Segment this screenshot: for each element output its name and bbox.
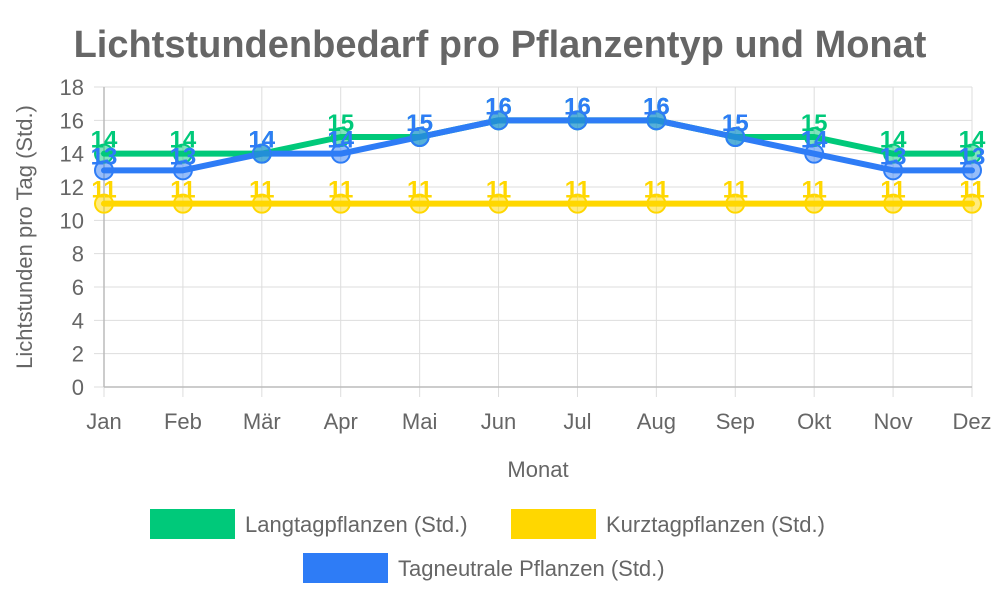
data-label: 14: [327, 127, 354, 154]
data-label: 11: [170, 177, 195, 204]
data-point: [804, 193, 825, 214]
data-point: [883, 193, 904, 214]
data-label: 15: [327, 110, 354, 137]
y-tick-label: 10: [60, 208, 84, 233]
x-tick-label: Apr: [324, 409, 358, 434]
data-point: [409, 193, 430, 214]
data-point: [567, 110, 588, 131]
x-tick-label: Okt: [797, 409, 831, 434]
legend-label: Kurztagpflanzen (Std.): [606, 512, 825, 537]
data-point: [883, 160, 904, 181]
data-label: 11: [565, 177, 590, 204]
data-point: [409, 127, 430, 147]
data-label: 15: [406, 110, 433, 137]
data-point: [172, 160, 193, 181]
data-label: 16: [564, 93, 591, 120]
data-label: 14: [248, 127, 275, 154]
axis-ticks: 0 2 4 6 8 10 12 14 16 18 Jan Feb Mär Apr Mai Jun Jul Aug S…: [60, 75, 992, 434]
data-point: [330, 143, 351, 164]
data-point: [488, 110, 509, 131]
data-point: [804, 143, 825, 164]
y-tick-label: 0: [72, 375, 84, 400]
data-point: [646, 110, 667, 131]
chart-title: Lichtstundenbedarf pro Pflanzentyp und M…: [74, 24, 927, 66]
x-tick-label: Jun: [481, 409, 516, 434]
data-label: 14: [880, 127, 907, 154]
data-point: [251, 143, 272, 164]
legend-label: Tagneutrale Pflanzen (Std.): [398, 556, 665, 581]
series-layer: [94, 110, 982, 214]
data-label: 11: [959, 177, 984, 204]
data-label: 11: [407, 177, 432, 204]
data-label: 11: [486, 177, 511, 204]
data-point: [567, 193, 588, 214]
data-point: [330, 193, 351, 214]
data-point: [646, 193, 667, 214]
data-label: 15: [801, 110, 828, 137]
y-tick-label: 8: [72, 242, 84, 267]
data-label: 16: [485, 93, 512, 120]
data-label: 11: [91, 177, 116, 204]
data-point: [725, 193, 746, 214]
x-tick-label: Mai: [402, 409, 437, 434]
x-tick-label: Jan: [86, 409, 121, 434]
data-label: 15: [722, 110, 749, 137]
y-tick-label: 4: [72, 308, 84, 333]
grid: [94, 86, 973, 397]
data-label: 15: [406, 110, 433, 137]
y-tick-label: 2: [72, 342, 84, 367]
data-label: 14: [248, 127, 275, 154]
data-label: 13: [880, 143, 907, 170]
data-label: 16: [564, 93, 591, 120]
data-point: [962, 160, 982, 181]
series-line: [101, 117, 975, 157]
legend-swatch: [511, 509, 596, 539]
data-label: 14: [91, 127, 118, 154]
data-label: 11: [328, 177, 353, 204]
y-axis-title: Lichtstunden pro Tag (Std.): [12, 105, 37, 369]
data-label: 11: [880, 177, 905, 204]
data-label: 16: [485, 93, 512, 120]
data-point: [488, 193, 509, 214]
x-tick-label: Mär: [243, 409, 281, 434]
legend[interactable]: Langtagpflanzen (Std.) Kurztagpflanzen (S…: [150, 509, 825, 583]
data-label: 13: [170, 143, 197, 170]
data-label: 11: [723, 177, 748, 204]
data-label: 14: [801, 127, 828, 154]
data-label: 11: [249, 177, 274, 204]
y-tick-label: 6: [72, 275, 84, 300]
data-point: [962, 193, 982, 214]
data-point: [94, 160, 114, 181]
data-label: 11: [644, 177, 669, 204]
x-tick-label: Dez: [952, 409, 991, 434]
series-line: [101, 117, 975, 174]
legend-swatch: [150, 509, 235, 539]
y-tick-label: 14: [60, 142, 84, 167]
x-tick-label: Nov: [874, 409, 913, 434]
x-tick-label: Sep: [716, 409, 755, 434]
legend-swatch: [303, 553, 388, 583]
data-label: 14: [959, 127, 986, 154]
y-tick-label: 12: [60, 175, 84, 200]
data-label: 16: [643, 93, 670, 120]
y-tick-label: 16: [60, 108, 84, 133]
data-label: 13: [959, 143, 986, 170]
data-label: 15: [722, 110, 749, 137]
data-label: 11: [801, 177, 826, 204]
x-axis-title: Monat: [507, 457, 568, 482]
data-point: [251, 193, 272, 214]
data-label: 14: [170, 127, 197, 154]
data-label: 16: [643, 93, 670, 120]
data-label: 13: [91, 143, 118, 170]
legend-label: Langtagpflanzen (Std.): [245, 512, 468, 537]
data-point: [172, 193, 193, 214]
data-point: [725, 127, 746, 147]
x-tick-label: Jul: [563, 409, 591, 434]
x-tick-label: Feb: [164, 409, 202, 434]
x-tick-label: Aug: [637, 409, 676, 434]
data-point: [94, 193, 114, 214]
y-tick-label: 18: [60, 75, 84, 100]
